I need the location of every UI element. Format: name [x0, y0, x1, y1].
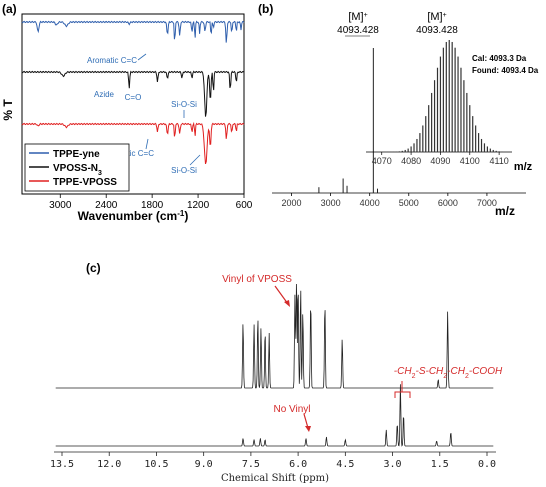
nmr-x-tick-label: 9.0	[195, 459, 213, 470]
annotation-arrow	[145, 138, 149, 150]
ftir-legend: TPPE-yne VPOSS-N3 TPPE-VPOSS	[24, 143, 130, 192]
maldi-inset: 4070 4080 4090 4100 4110 m/z [M]+ 4093.428 C…	[366, 11, 539, 173]
annotation-arrowhead	[284, 300, 290, 307]
maldi-x-tick-label: 5000	[399, 198, 419, 208]
inset-x-tick-label: 4090	[430, 156, 450, 166]
series-line-vposs-n3	[21, 70, 245, 117]
nmr-x-tick-label: 4.5	[336, 459, 354, 470]
nmr-x-tick-label: 0.0	[478, 459, 496, 470]
nmr-x-axis-title: Chemical Shift (ppm)	[221, 473, 329, 484]
inset-x-tick-label: 4070	[372, 156, 392, 166]
maldi-x-tick-label: 4000	[360, 198, 380, 208]
inset-isotope-peaks	[372, 40, 503, 152]
inset-x-tick-label: 4080	[401, 156, 421, 166]
ftir-x-tick-label: 2400	[95, 200, 118, 211]
inset-x-tick-label: 4100	[460, 156, 480, 166]
inset-x-axis-title: m/z	[514, 161, 533, 173]
maldi-x-tick-label: 6000	[438, 198, 458, 208]
nmr-x-tick-label: 12.0	[97, 459, 121, 470]
nmr-x-ticks: 13.5 12.0 10.5 9.0 7.5 6.0 4.5 3.0 1.5 0.0	[50, 452, 496, 470]
maldi-peaks	[318, 48, 379, 193]
inset-found-mass: Found: 4093.4 Da	[472, 66, 539, 75]
maldi-peak-label: [M]+	[348, 11, 367, 23]
annotation-arrow	[274, 285, 289, 305]
annotation-arrow	[137, 53, 147, 61]
annotation-arrowhead	[305, 426, 311, 432]
maldi-x-tick-label: 2000	[282, 198, 302, 208]
ftir-x-tick-label: 600	[236, 200, 253, 211]
maldi-peak-value: 4093.428	[337, 25, 379, 36]
maldi-x-tick-label: 3000	[321, 198, 341, 208]
inset-calculated-mass: Cal: 4093.3 Da	[472, 54, 527, 63]
annotation-arrow	[189, 154, 201, 166]
annotation-vinyl-of-vposs: Vinyl of VPOSS	[222, 274, 292, 285]
maldi-x-tick-label: 7000	[477, 198, 497, 208]
maldi-x-axis-title: m/z	[495, 204, 515, 218]
ftir-x-tick-label: 1200	[187, 200, 210, 211]
panel-label-a: (a)	[2, 2, 17, 16]
inset-peak-label: [M]+	[427, 11, 446, 23]
maldi-panel: (b) 2000 3000 4000 5000 6000 7000 m/z [M]+ 40…	[258, 2, 539, 218]
nmr-panel: (c) 13.5 12.0 10.5 9.0 7.5 6.0 4.5 3.0 1.5 0.0 Ch…	[50, 261, 503, 484]
annotation-bracket	[394, 391, 411, 398]
annotation-thiol-chain: -CH2-S-CH2-CH2-COOH	[394, 366, 503, 380]
nmr-x-tick-label: 3.0	[384, 459, 402, 470]
annotation-arrow	[303, 413, 309, 429]
ftir-x-axis-title: Wavenumber (cm-1)	[78, 209, 189, 224]
ftir-x-ticks: 3000 2400 1800 1200 600	[49, 194, 253, 211]
ftir-x-tick-label: 1800	[141, 200, 164, 211]
series-line-tppe-vposs	[21, 121, 245, 165]
nmr-spectrum-top	[55, 283, 494, 389]
legend-label-vposs-n3: VPOSS-N3	[53, 163, 102, 177]
nmr-x-tick-label: 7.5	[242, 459, 260, 470]
annotation-azide: Azide	[94, 90, 115, 99]
nmr-x-tick-label: 10.5	[144, 459, 168, 470]
panel-label-b: (b)	[258, 2, 273, 16]
ftir-panel: (a) % T 3000 2400 1800 1200 600 Wavenumber (…	[1, 2, 253, 223]
nmr-x-tick-label: 13.5	[50, 459, 74, 470]
legend-label-tppe-yne: TPPE-yne	[53, 149, 100, 160]
maldi-x-ticks: 2000 3000 4000 5000 6000 7000	[282, 193, 497, 208]
series-line-tppe-yne	[21, 20, 245, 43]
ftir-x-tick-label: 3000	[49, 200, 72, 211]
inset-peak-value: 4093.428	[416, 25, 458, 36]
ftir-plot-frame	[21, 13, 245, 195]
nmr-x-tick-label: 6.0	[289, 459, 307, 470]
inset-x-tick-label: 4110	[489, 156, 508, 166]
annotation-sioSi-bottom: Si-O-Si	[171, 166, 197, 175]
legend-label-tppe-vposs: TPPE-VPOSS	[53, 177, 117, 188]
ftir-y-axis-title: % T	[1, 99, 15, 121]
panel-label-c: (c)	[86, 261, 101, 275]
annotation-no-vinyl: No Vinyl	[273, 404, 310, 415]
nmr-spectrum-bottom	[55, 384, 494, 447]
inset-x-ticks: 4070 4080 4090 4100 4110	[372, 152, 509, 166]
annotation-sioSi-middle: Si-O-Si	[171, 100, 197, 109]
annotation-aromatic-cc-top: Aromatic C=C	[87, 56, 137, 65]
annotation-co: C=O	[125, 93, 142, 102]
nmr-x-tick-label: 1.5	[431, 459, 449, 470]
